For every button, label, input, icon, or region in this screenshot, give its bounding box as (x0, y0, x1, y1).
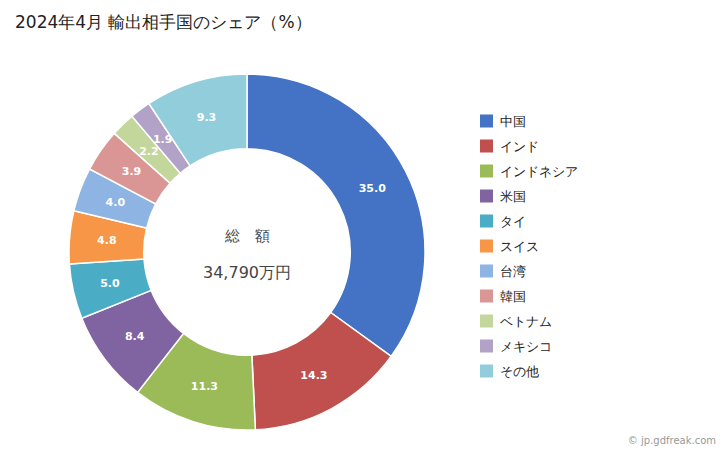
legend-label: その他 (500, 364, 539, 379)
legend-item: 台湾 (480, 264, 526, 279)
legend-item: 米国 (480, 189, 526, 204)
legend-swatch (480, 315, 493, 328)
legend-label: 米国 (500, 189, 526, 204)
legend-item: 韓国 (480, 289, 526, 304)
legend-label: メキシコ (500, 339, 552, 354)
legend-item: タイ (480, 214, 526, 229)
legend-label: スイス (500, 239, 539, 254)
legend-label: 韓国 (500, 289, 526, 304)
legend-swatch (480, 290, 493, 303)
watermark: © jp.gdfreak.com (628, 435, 716, 446)
legend-item: 中国 (480, 114, 526, 129)
data-labels: 35.0 14.3 11.3 8.4 5.0 4.8 4.0 3.9 2.21.9 9.3 (97, 111, 386, 393)
legend: 中国インドインドネシア米国タイスイス台湾韓国ベトナムメキシコその他 (480, 114, 578, 379)
data-label: 11.3 (191, 380, 218, 393)
legend-swatch (480, 190, 493, 203)
legend-label: 台湾 (500, 264, 526, 279)
title: 2024年4月 輸出相手国のシェア（%） (15, 12, 312, 32)
legend-swatch (480, 140, 493, 153)
legend-label: インド (500, 139, 539, 154)
legend-item: その他 (480, 364, 539, 379)
legend-swatch (480, 340, 493, 353)
legend-swatch (480, 165, 493, 178)
legend-swatch (480, 115, 493, 128)
slice (252, 312, 391, 429)
data-label: 5.0 (100, 277, 120, 290)
center-label: 総 額 (224, 227, 270, 245)
data-label: 14.3 (300, 369, 327, 382)
data-label: 1.9 (153, 133, 173, 146)
legend-item: スイス (480, 239, 539, 254)
chart: 2024年4月 輸出相手国のシェア（%） 35.0 14.3 11.3 8.4 5.0 4.… (0, 0, 728, 450)
slice (69, 259, 151, 318)
slice (149, 74, 247, 166)
center-value: 34,790万円 (203, 263, 291, 282)
data-label: 35.0 (359, 182, 386, 195)
donut (69, 74, 425, 430)
legend-item: インドネシア (480, 164, 578, 179)
legend-item: メキシコ (480, 339, 552, 354)
legend-label: インドネシア (500, 164, 578, 179)
data-label: 4.8 (97, 234, 117, 247)
legend-swatch (480, 215, 493, 228)
legend-item: インド (480, 139, 539, 154)
data-label: 8.4 (125, 330, 145, 343)
legend-label: タイ (500, 214, 526, 229)
data-label: 3.9 (122, 165, 142, 178)
legend-swatch (480, 365, 493, 378)
data-label: 2.2 (139, 145, 159, 158)
legend-swatch (480, 265, 493, 278)
legend-item: ベトナム (480, 314, 552, 329)
data-label: 4.0 (106, 196, 126, 209)
legend-label: 中国 (500, 114, 526, 129)
legend-label: ベトナム (500, 314, 552, 329)
legend-swatch (480, 240, 493, 253)
data-label: 9.3 (197, 111, 217, 124)
slice (247, 74, 425, 356)
